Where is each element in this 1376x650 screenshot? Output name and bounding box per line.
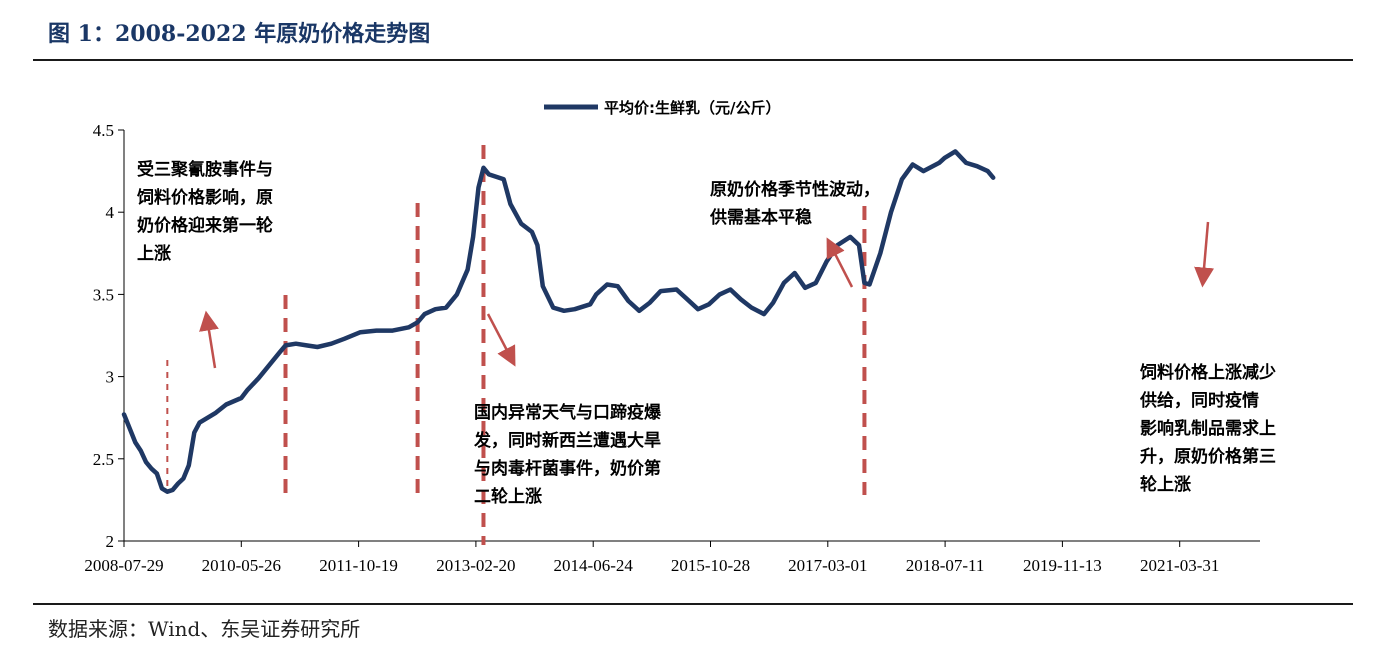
annotation-line: 上涨 xyxy=(137,244,171,264)
annotations: 受三聚氰胺事件与饲料价格影响，原奶价格迎来第一轮上涨国内异常天气与口蹄疫爆发，同… xyxy=(136,159,1276,507)
annotation-line: 发，同时新西兰遭遇大旱 xyxy=(473,430,661,451)
figure-title: 图 1：2008-2022 年原奶价格走势图 xyxy=(48,21,431,47)
annotation-line: 影响乳制品需求上 xyxy=(1140,418,1276,439)
annotation-line: 供需基本平稳 xyxy=(709,207,812,228)
y-tick-label: 3 xyxy=(106,368,115,387)
annotation-line: 饲料价格影响，原 xyxy=(136,187,273,208)
x-tick-label: 2015-10-28 xyxy=(671,556,750,575)
annotation-line: 原奶价格季节性波动， xyxy=(710,179,880,200)
x-tick-label: 2011-10-19 xyxy=(319,556,398,575)
annotation-line: 受三聚氰胺事件与 xyxy=(137,159,273,180)
trend-arrows xyxy=(199,221,1215,369)
y-tick-label: 2 xyxy=(106,532,115,551)
price-series-line xyxy=(121,149,996,494)
y-tick-label: 4 xyxy=(106,203,115,222)
x-tick-label: 2013-02-20 xyxy=(436,556,515,575)
annotation-line: 奶价格迎来第一轮 xyxy=(137,215,273,236)
annotation-line: 升，原奶价格第三 xyxy=(1140,446,1276,467)
x-tick-label: 2010-05-26 xyxy=(202,556,281,575)
annotation-line: 饲料价格上涨减少 xyxy=(1139,362,1276,383)
event-markers xyxy=(166,145,867,545)
annotation-line: 二轮上涨 xyxy=(474,486,542,507)
series-layer xyxy=(121,149,996,494)
y-tick-label: 2.5 xyxy=(93,450,114,469)
x-tick-label: 2008-07-29 xyxy=(84,556,163,575)
annotation-line: 国内异常天气与口蹄疫爆 xyxy=(474,402,662,423)
legend-label: 平均价:生鲜乳（元/公斤） xyxy=(604,99,780,117)
bottom-rule xyxy=(33,603,1353,605)
x-tick-label: 2017-03-01 xyxy=(788,556,867,575)
annotation-line: 供给，同时疫情 xyxy=(1139,390,1259,411)
trend-arrow xyxy=(826,237,854,288)
annotation-line: 轮上涨 xyxy=(1140,474,1191,495)
x-tick-label: 2018-07-11 xyxy=(906,556,985,575)
y-tick-label: 4.5 xyxy=(93,121,114,140)
top-rule xyxy=(33,59,1353,61)
trend-arrow xyxy=(199,310,219,369)
source-note: 数据来源：Wind、东吴证券研究所 xyxy=(48,617,361,641)
annotation-line: 与肉毒杆菌事件，奶价第 xyxy=(474,458,661,479)
x-tick-label: 2014-06-24 xyxy=(554,556,634,575)
y-tick-label: 3.5 xyxy=(93,285,114,304)
chart-legend: 平均价:生鲜乳（元/公斤） xyxy=(544,99,780,117)
trend-arrow xyxy=(1194,221,1215,288)
x-tick-label: 2021-03-31 xyxy=(1140,556,1219,575)
x-tick-label: 2019-11-13 xyxy=(1023,556,1102,575)
trend-arrow xyxy=(486,313,516,367)
chart-axes: 2 2.5 3 3.5 4 4.5 2008-07-29 2010-05-26 2011-10-… xyxy=(84,121,1260,575)
